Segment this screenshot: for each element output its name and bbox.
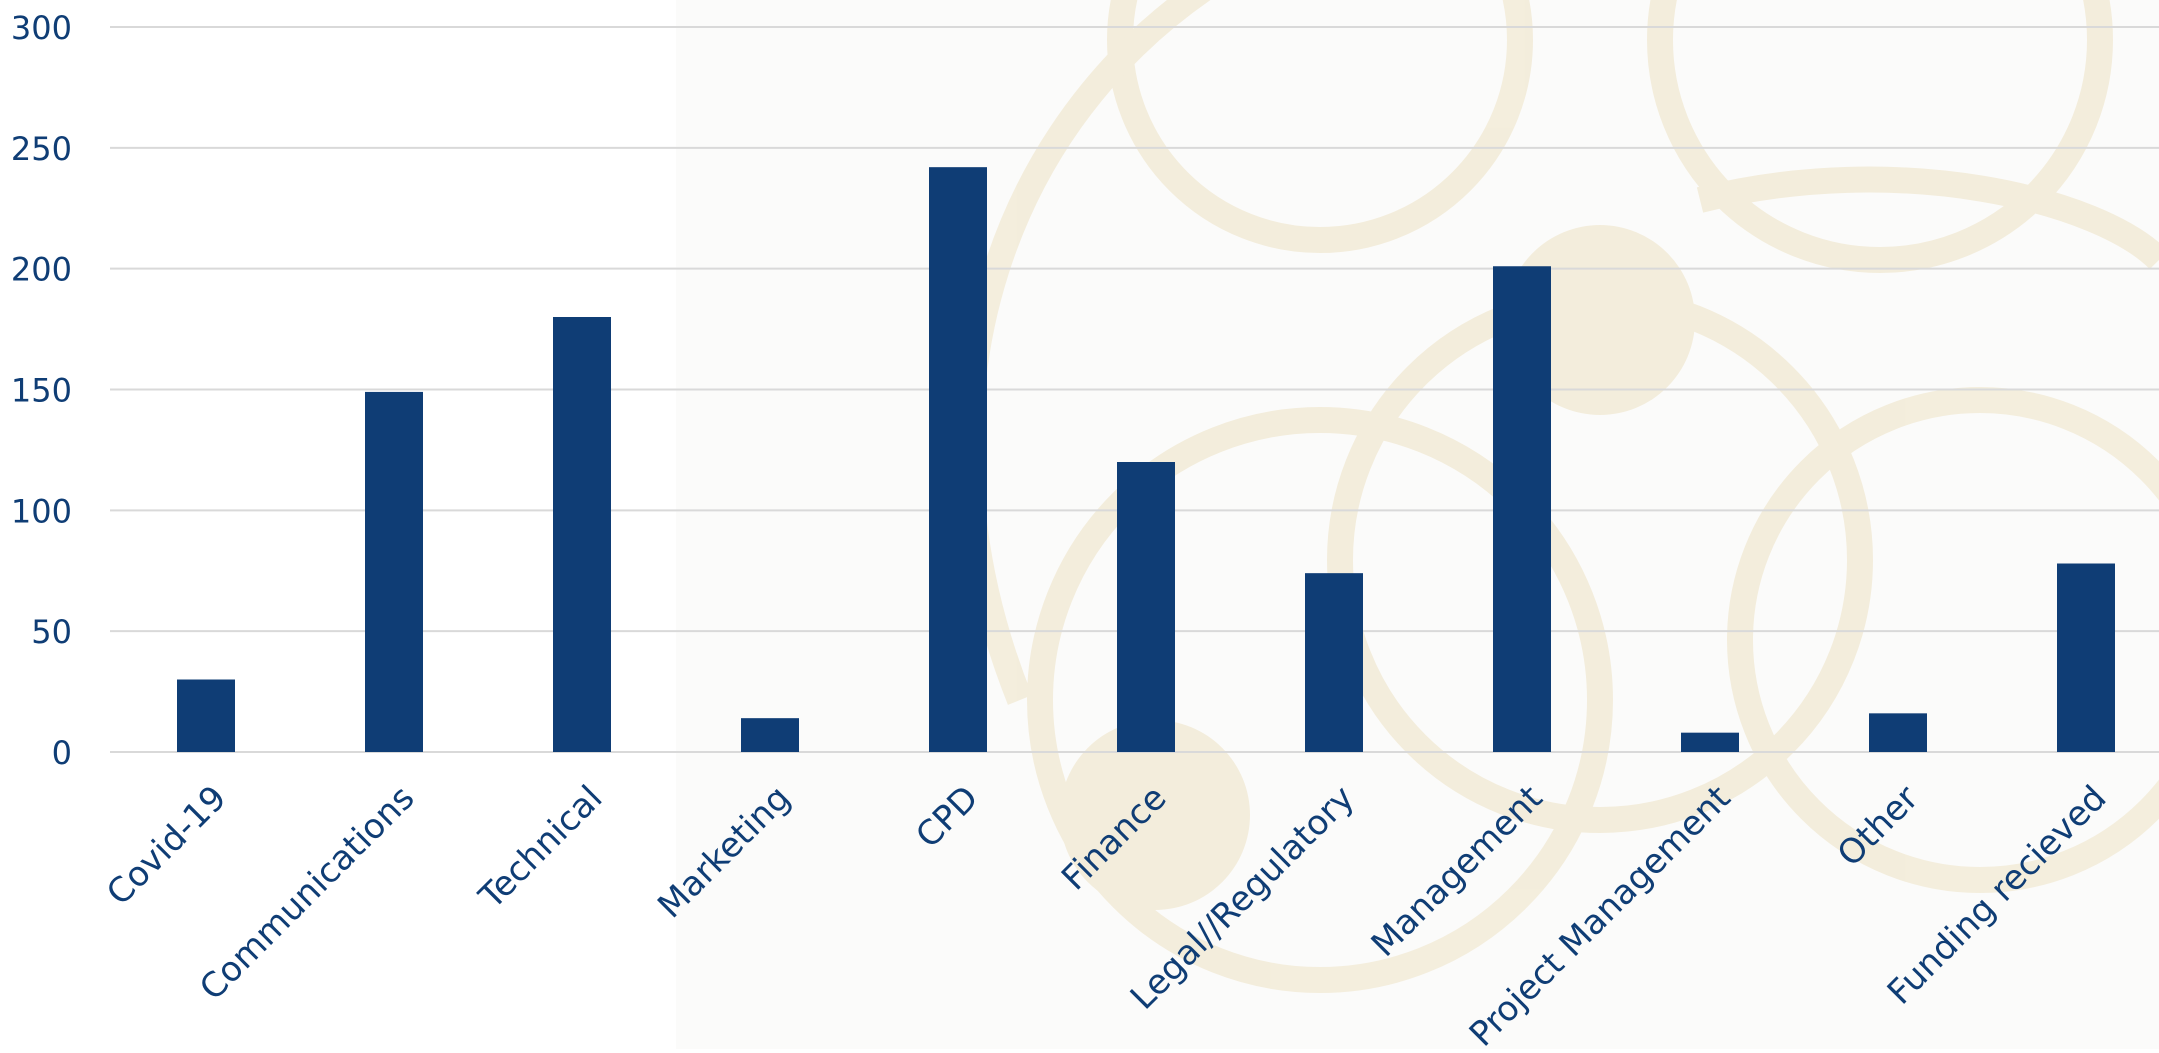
bar-cpd xyxy=(929,167,987,752)
bar-project-management xyxy=(1681,732,1739,752)
y-axis-ticks: 0 50 100 150 200 250 300 xyxy=(11,9,72,772)
bar-communications xyxy=(365,391,423,752)
bars-layer xyxy=(177,167,2115,752)
bar-funding-recieved xyxy=(2057,563,2115,752)
y-tick-label: 0 xyxy=(52,734,72,772)
y-tick-label: 200 xyxy=(11,251,72,289)
bar-technical xyxy=(553,317,611,752)
y-tick-label: 50 xyxy=(31,613,72,651)
watermark-logo xyxy=(956,0,2159,993)
bar-covid-19 xyxy=(177,679,235,752)
bar-legal-regulatory xyxy=(1305,573,1363,752)
y-tick-label: 150 xyxy=(11,372,72,410)
bar-finance xyxy=(1117,462,1175,752)
bar-management xyxy=(1493,266,1551,752)
y-tick-label: 300 xyxy=(11,9,72,47)
y-tick-label: 250 xyxy=(11,130,72,168)
bar-other xyxy=(1869,713,1927,752)
bar-marketing xyxy=(741,718,799,752)
y-tick-label: 100 xyxy=(11,492,72,530)
